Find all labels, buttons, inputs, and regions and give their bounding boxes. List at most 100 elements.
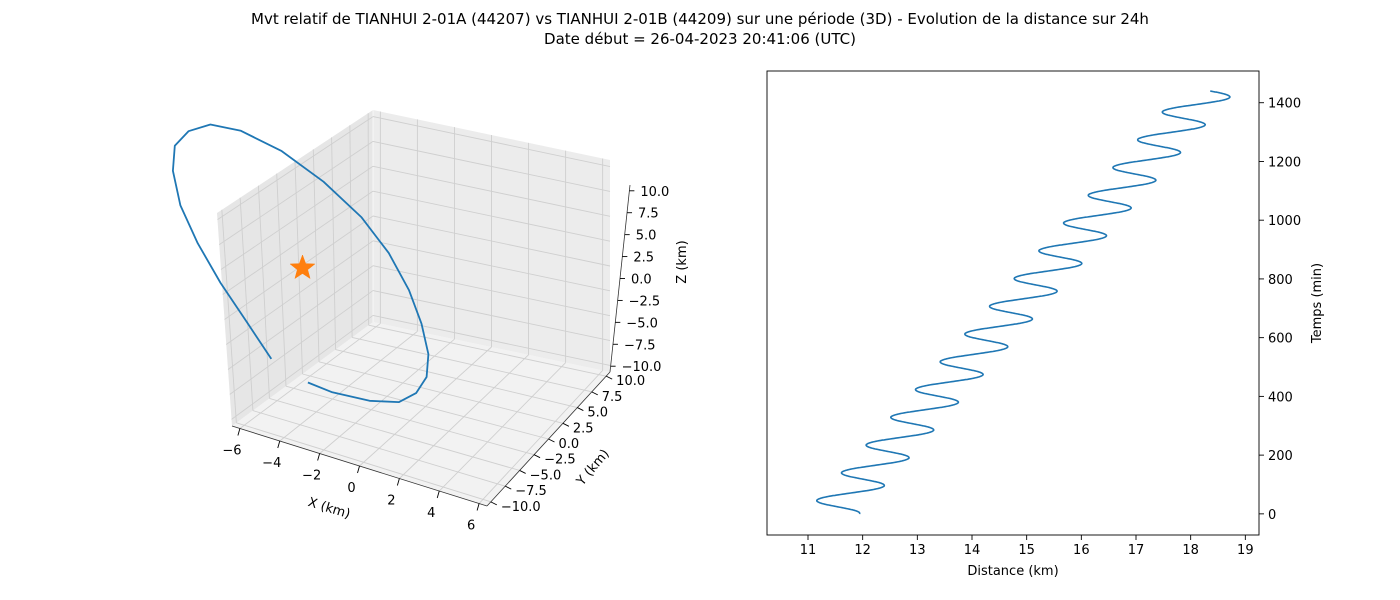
y-tick-mark-3d [605, 375, 613, 380]
grid-wall-z [218, 141, 374, 245]
y-tick-label: 1400 [1268, 97, 1301, 112]
z-tick-label-3d: 5.0 [636, 229, 657, 244]
y-tick-label-3d: 2.5 [573, 421, 594, 436]
x-tick-label: 19 [1237, 543, 1254, 558]
x-tick-label: 17 [1128, 543, 1145, 558]
grid-wall-z [227, 265, 374, 370]
grid-floor-y [302, 373, 549, 440]
x-tick-label: 16 [1073, 543, 1090, 558]
grid-wall-z [229, 290, 374, 395]
y-tick-label-3d: 5.0 [587, 406, 608, 421]
grid-floor-y [269, 397, 520, 471]
chart-title-line2: Date début = 26-04-2023 20:41:06 (UTC) [544, 30, 856, 48]
x-tick-label-3d: −2 [302, 468, 321, 483]
y-tick-label: 400 [1268, 390, 1293, 405]
z-tick-label-3d: 7.5 [638, 207, 659, 222]
x-tick-label-3d: 6 [467, 519, 475, 534]
plot-3d-relative-motion: −6−4−20246−10.0−7.5−5.0−2.50.02.55.07.51… [171, 110, 690, 534]
grid-wall-z [231, 315, 374, 420]
x-tick-label: 12 [854, 543, 871, 558]
ticks-3d: −6−4−20246−10.0−7.5−5.0−2.50.02.55.07.51… [222, 185, 669, 534]
grid-back-z [372, 165, 611, 217]
z-tick-label-3d: −10.0 [622, 360, 662, 375]
z-tick-label-3d: 10.0 [640, 185, 669, 200]
distance-series-line [816, 90, 1231, 515]
y-tick-mark-3d [577, 407, 584, 411]
x-axis-label-3d: X (km) [306, 495, 352, 522]
y-tick-mark-3d [591, 391, 598, 396]
grid-floor-y [285, 385, 535, 456]
x-axis-label: Distance (km) [967, 564, 1058, 579]
x-tick-label-3d: −6 [222, 443, 241, 458]
z-tick-label-3d: −5.0 [626, 316, 658, 331]
x-tick-label: 11 [800, 543, 817, 558]
grid-wall-z [217, 116, 374, 220]
x-tick-label-3d: −4 [262, 456, 281, 471]
x-tick-label-3d: 2 [387, 494, 395, 509]
y-tick-mark-3d [490, 501, 498, 506]
y-tick-mark-3d [505, 485, 512, 490]
grid-floor-y [318, 361, 564, 424]
grid-floor-y [335, 349, 578, 409]
y-axis-label: Temps (min) [1310, 263, 1325, 344]
x-tick-label-3d: 0 [347, 481, 355, 496]
orbit-line [171, 123, 430, 404]
x-tick-mark-3d [476, 503, 480, 511]
x-tick-mark-3d [357, 465, 360, 474]
grid-back-z [372, 190, 611, 242]
y-tick-label: 800 [1268, 273, 1293, 288]
pane-group [217, 110, 610, 506]
grid-back-z [372, 116, 611, 168]
grid-back-z [372, 240, 611, 292]
y-tick-label: 1200 [1268, 155, 1301, 170]
y-tick-label-3d: −2.5 [544, 453, 576, 468]
x-tick-label: 13 [909, 543, 926, 558]
x-tick-mark-3d [317, 453, 321, 461]
y-tick-label-3d: −5.0 [530, 468, 562, 483]
grid-floor-y [351, 336, 592, 393]
grid-floor-y [252, 410, 506, 487]
x-tick-mark-3d [237, 428, 241, 436]
grid-floor-y [368, 324, 607, 377]
x-tick-label-3d: 4 [427, 506, 435, 521]
grid-back-z [372, 265, 611, 317]
y-tick-label: 1000 [1268, 214, 1301, 229]
grid-back-z [372, 215, 611, 267]
origin-star-marker [289, 254, 316, 280]
x-tick-mark-3d [277, 440, 281, 449]
x-tick-label: 18 [1182, 543, 1199, 558]
y-tick-label-3d: 7.5 [602, 390, 623, 405]
x-tick-mark-3d [396, 478, 400, 486]
grid-wall-z [220, 165, 374, 270]
plot-distance-time: 11 12 13 14 15 16 17 18 19 0 200 400 600 800 1000 1200 1… [766, 70, 1325, 579]
z-tick-label-3d: −2.5 [629, 294, 661, 309]
x-tick-label: 14 [964, 543, 981, 558]
ticks-2d: 11 12 13 14 15 16 17 18 19 0 200 400 600 800 1000 1200 1… [800, 97, 1301, 558]
y-tick-mark-3d [533, 454, 541, 459]
y-tick-label-3d: 10.0 [616, 374, 645, 389]
y-tick-mark-3d [548, 438, 555, 443]
y-tick-mark-3d [562, 422, 570, 427]
z-tick-label-3d: −7.5 [624, 338, 656, 353]
floor-pane [232, 322, 610, 506]
y-tick-mark-3d [519, 470, 526, 474]
y-axis-label-3d: Y (km) [573, 447, 612, 490]
grid-3d [217, 111, 611, 504]
y-tick-label-3d: 0.0 [559, 437, 580, 452]
grid-floor-y [236, 422, 491, 503]
grid-wall-z [222, 190, 374, 295]
grid-back-z [372, 314, 611, 366]
z-axis-label-3d: Z (km) [675, 240, 690, 283]
y-tick-label: 0 [1268, 508, 1276, 523]
y-tick-label: 200 [1268, 449, 1293, 464]
grid-back-z [372, 140, 611, 192]
axes-frame [766, 70, 1260, 536]
chart-title-line1: Mvt relatif de TIANHUI 2-01A (44207) vs … [251, 10, 1149, 28]
x-tick-mark-3d [436, 490, 440, 499]
y-tick-label-3d: −10.0 [501, 500, 541, 515]
y-tick-label: 600 [1268, 332, 1293, 347]
orbit-3d [171, 123, 430, 404]
z-tick-label-3d: 2.5 [633, 251, 654, 266]
y-tick-label-3d: −7.5 [515, 484, 547, 499]
